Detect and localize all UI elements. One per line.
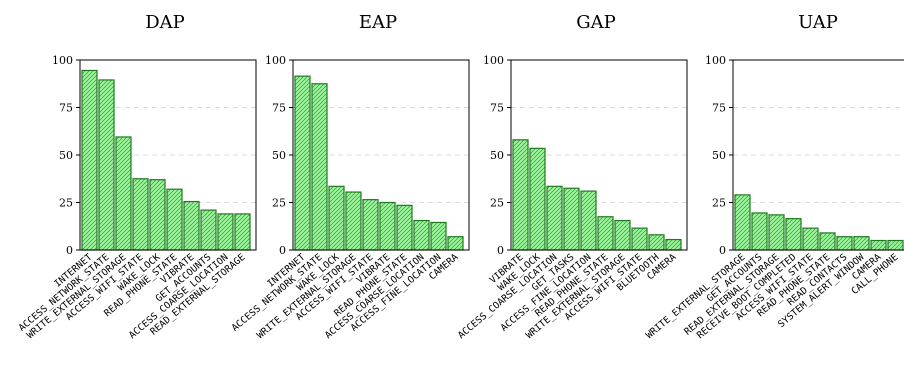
y-tick-label: 50 [712, 149, 726, 162]
bar [751, 212, 768, 251]
bar [648, 234, 665, 251]
y-tick-label: 50 [490, 149, 504, 162]
bar [836, 236, 853, 251]
bar [631, 227, 648, 251]
bar [546, 185, 563, 251]
bar [430, 221, 447, 251]
chart-title: EAP [359, 12, 397, 33]
bar [853, 236, 870, 251]
y-tick-label: 100 [52, 54, 73, 67]
bar [98, 79, 115, 251]
y-tick-label: 0 [66, 244, 73, 257]
bar [234, 213, 251, 251]
chart-title: UAP [798, 12, 838, 33]
y-tick-label: 75 [59, 102, 73, 115]
bar [200, 209, 217, 251]
y-tick-label: 100 [483, 54, 504, 67]
plot-frame [292, 59, 470, 251]
bar [734, 194, 751, 251]
bar [328, 185, 345, 251]
bar [887, 239, 904, 251]
chart-title: GAP [576, 12, 616, 33]
bar [217, 213, 234, 251]
y-tick-label: 75 [490, 102, 504, 115]
bar [870, 239, 887, 251]
bar [311, 83, 328, 251]
y-tick-label: 100 [705, 54, 726, 67]
y-tick-label: 50 [59, 149, 73, 162]
y-tick-label: 25 [59, 197, 73, 210]
bar [362, 199, 379, 251]
y-tick-label: 0 [719, 244, 726, 257]
y-tick-label: 100 [265, 54, 286, 67]
bar [665, 238, 682, 251]
bar [115, 136, 132, 251]
bar [768, 214, 785, 251]
y-tick-label: 75 [712, 102, 726, 115]
bar [614, 219, 631, 251]
bar [512, 139, 529, 251]
y-tick-label: 75 [272, 102, 286, 115]
bar [294, 75, 311, 251]
y-tick-label: 25 [490, 197, 504, 210]
bar [183, 200, 200, 251]
plot-frame [732, 59, 904, 251]
bar [413, 219, 430, 251]
chart-title: DAP [145, 12, 185, 33]
bar [597, 216, 614, 251]
bar [785, 218, 802, 251]
bar [447, 236, 464, 251]
y-tick-label: 25 [272, 197, 286, 210]
y-tick-label: 25 [712, 197, 726, 210]
y-tick-label: 50 [272, 149, 286, 162]
bar [819, 232, 836, 251]
plot-frame [510, 59, 688, 251]
bar [132, 178, 149, 251]
bar [396, 204, 413, 251]
bar [379, 201, 396, 251]
bar [580, 190, 597, 251]
y-tick-label: 0 [497, 244, 504, 257]
bar [563, 187, 580, 251]
plot-frame [79, 59, 257, 251]
bar [345, 191, 362, 251]
chart-panel-2: EAP0255075100INTERNETACCESS_NETWORK_STAT… [230, 12, 470, 341]
bar [81, 69, 98, 251]
chart-panel-4: UAP0255075100WRITE_EXTERNAL_STORAGEGET_A… [644, 12, 904, 341]
y-tick-label: 0 [279, 244, 286, 257]
chart-panel-3: GAP0255075100VIBRATEWAKE_LOCKACCESS_COAR… [456, 12, 688, 341]
chart-panel-1: DAP0255075100INTERNETACCESS_NETWORK_STAT… [17, 12, 257, 341]
bar [166, 188, 183, 251]
bar [529, 147, 546, 251]
bar [149, 179, 166, 251]
bar [802, 227, 819, 251]
